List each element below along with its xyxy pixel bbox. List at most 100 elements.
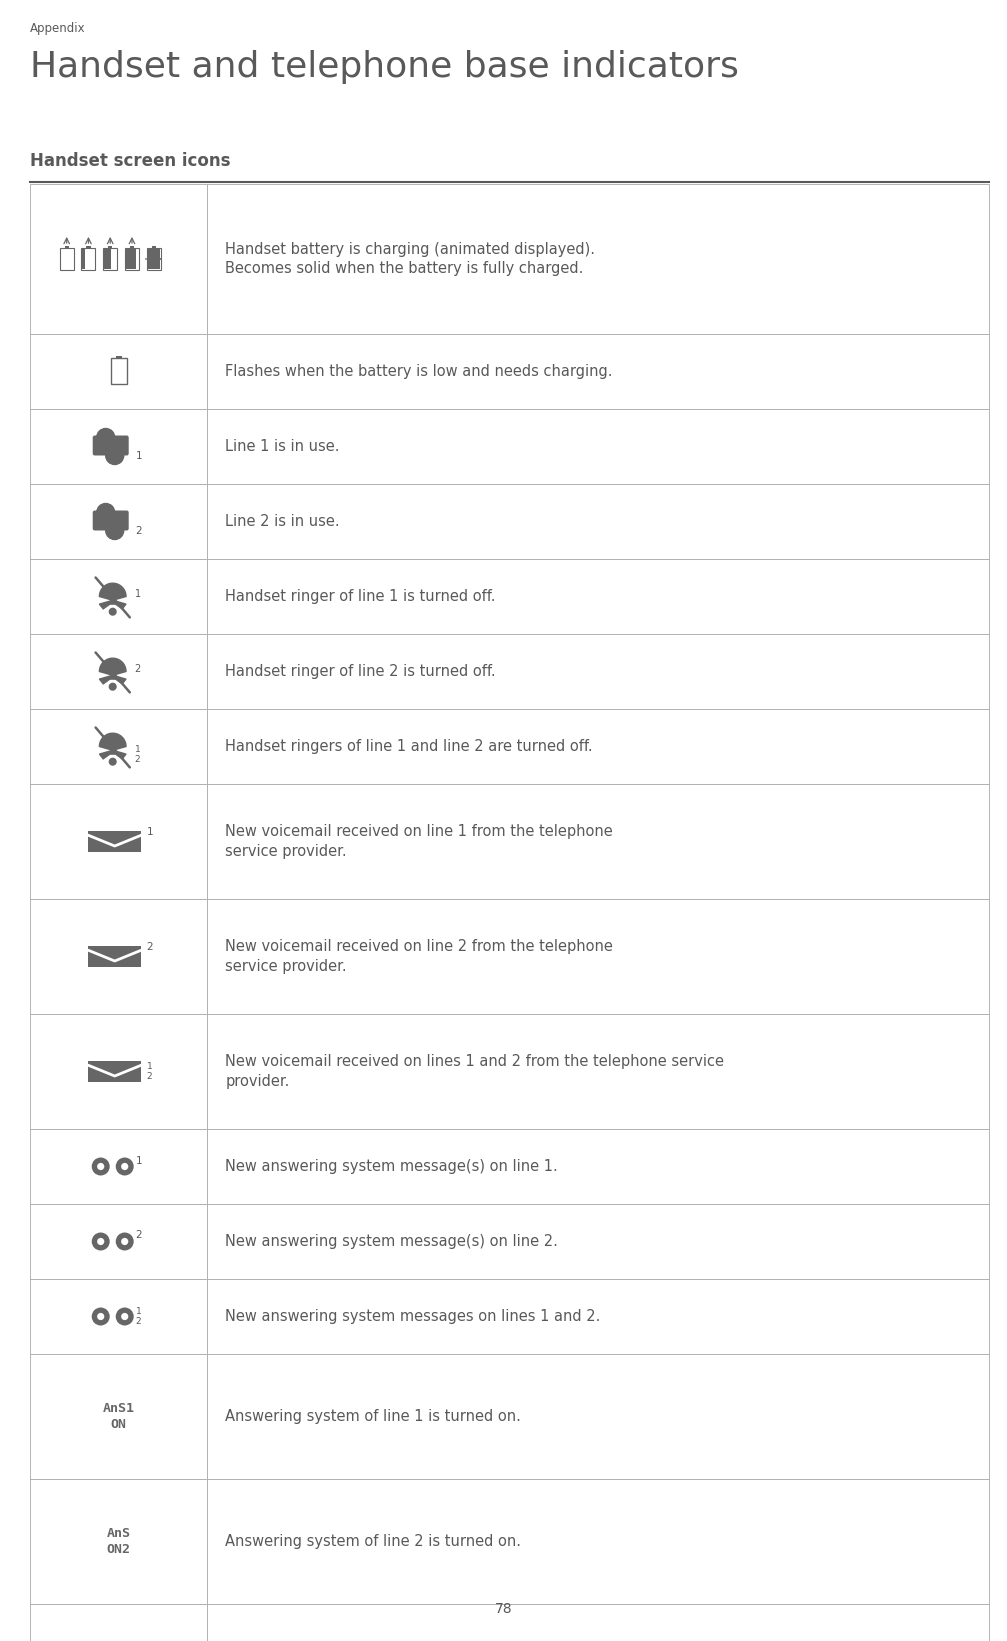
Bar xyxy=(88,830,141,852)
Circle shape xyxy=(116,1157,134,1175)
Bar xyxy=(30,1278,207,1354)
Text: 1: 1 xyxy=(136,1155,142,1165)
Circle shape xyxy=(92,1308,110,1326)
Text: New answering system message(s) on line 2.: New answering system message(s) on line … xyxy=(226,1234,558,1249)
Bar xyxy=(82,248,96,271)
Text: 2: 2 xyxy=(135,755,140,765)
Bar xyxy=(116,356,122,358)
Bar xyxy=(126,249,136,269)
Circle shape xyxy=(97,1237,105,1246)
Circle shape xyxy=(97,428,115,446)
Bar xyxy=(59,248,74,271)
Text: New voicemail received on line 1 from the telephone
service provider.: New voicemail received on line 1 from th… xyxy=(226,824,613,858)
Circle shape xyxy=(106,446,124,464)
Text: Handset battery is charging (animated displayed).
Becomes solid when the battery: Handset battery is charging (animated di… xyxy=(226,241,595,276)
Bar xyxy=(104,249,111,269)
Text: Answering system of line 2 is turned on.: Answering system of line 2 is turned on. xyxy=(226,1534,522,1549)
Bar xyxy=(30,899,207,1014)
Circle shape xyxy=(97,1313,105,1319)
Bar xyxy=(83,249,86,269)
Bar xyxy=(30,409,207,484)
Bar xyxy=(207,709,989,784)
Polygon shape xyxy=(100,734,126,758)
Text: 2: 2 xyxy=(147,1072,152,1081)
Bar xyxy=(88,1060,141,1083)
Text: Line 1 is in use.: Line 1 is in use. xyxy=(226,440,340,455)
Bar xyxy=(64,246,68,248)
Bar xyxy=(30,1129,207,1204)
Text: 78: 78 xyxy=(494,1602,513,1616)
Circle shape xyxy=(92,1157,110,1175)
Bar xyxy=(207,560,989,633)
Text: 1: 1 xyxy=(147,827,153,837)
Circle shape xyxy=(97,1163,105,1170)
Bar xyxy=(30,484,207,560)
Text: New voicemail received on line 2 from the telephone
service provider.: New voicemail received on line 2 from th… xyxy=(226,939,613,973)
Circle shape xyxy=(97,504,115,522)
Bar xyxy=(152,246,156,248)
Bar xyxy=(207,899,989,1014)
Circle shape xyxy=(121,1237,128,1246)
Circle shape xyxy=(106,522,124,540)
Text: Handset ringer of line 1 is turned off.: Handset ringer of line 1 is turned off. xyxy=(226,589,495,604)
Text: 1: 1 xyxy=(136,451,142,461)
Text: 2: 2 xyxy=(147,942,153,952)
Bar xyxy=(130,246,134,248)
Bar xyxy=(207,484,989,560)
Bar xyxy=(125,248,139,271)
Circle shape xyxy=(92,1232,110,1250)
Bar xyxy=(207,184,989,335)
Text: AnS
ON2: AnS ON2 xyxy=(107,1528,131,1556)
Text: New answering system messages on lines 1 and 2.: New answering system messages on lines 1… xyxy=(226,1310,601,1324)
Bar xyxy=(207,1204,989,1278)
Bar xyxy=(30,1603,207,1641)
Bar xyxy=(207,1129,989,1204)
Text: Appendix: Appendix xyxy=(30,21,86,34)
Bar xyxy=(148,249,160,269)
Circle shape xyxy=(110,609,116,615)
Text: 2: 2 xyxy=(136,527,142,537)
Bar xyxy=(207,335,989,409)
Bar xyxy=(207,1354,989,1479)
Circle shape xyxy=(110,683,116,689)
Bar xyxy=(30,1204,207,1278)
Bar xyxy=(87,246,91,248)
Text: 1: 1 xyxy=(135,589,141,599)
Bar xyxy=(103,248,117,271)
Text: Handset and telephone base indicators: Handset and telephone base indicators xyxy=(30,49,739,84)
Bar xyxy=(88,945,141,967)
Text: 1: 1 xyxy=(136,1306,141,1316)
Bar xyxy=(30,1479,207,1603)
Circle shape xyxy=(116,1232,134,1250)
Text: Handset ringer of line 2 is turned off.: Handset ringer of line 2 is turned off. xyxy=(226,665,496,679)
Text: 1: 1 xyxy=(147,1062,152,1072)
Bar xyxy=(30,184,207,335)
Bar xyxy=(30,784,207,899)
Bar xyxy=(30,1354,207,1479)
Text: Line 2 is in use.: Line 2 is in use. xyxy=(226,514,340,528)
Circle shape xyxy=(121,1163,128,1170)
Bar xyxy=(207,1603,989,1641)
Text: New voicemail received on lines 1 and 2 from the telephone service
provider.: New voicemail received on lines 1 and 2 … xyxy=(226,1054,724,1090)
Bar xyxy=(108,246,113,248)
Text: 2: 2 xyxy=(136,1318,141,1326)
Bar xyxy=(207,1014,989,1129)
Bar xyxy=(207,1479,989,1603)
Text: New answering system message(s) on line 1.: New answering system message(s) on line … xyxy=(226,1159,558,1173)
Circle shape xyxy=(116,1308,134,1326)
Circle shape xyxy=(121,1313,128,1319)
Bar xyxy=(30,633,207,709)
Bar xyxy=(207,409,989,484)
Bar xyxy=(207,784,989,899)
Bar xyxy=(30,560,207,633)
Bar xyxy=(30,1014,207,1129)
Bar xyxy=(207,1278,989,1354)
Bar xyxy=(30,709,207,784)
Bar xyxy=(207,633,989,709)
Text: Handset screen icons: Handset screen icons xyxy=(30,153,231,171)
Text: Handset ringers of line 1 and line 2 are turned off.: Handset ringers of line 1 and line 2 are… xyxy=(226,738,593,753)
Text: AnS1
ON: AnS1 ON xyxy=(103,1401,135,1431)
FancyBboxPatch shape xyxy=(93,510,129,530)
Bar xyxy=(147,248,161,271)
Text: 2: 2 xyxy=(136,1231,142,1241)
